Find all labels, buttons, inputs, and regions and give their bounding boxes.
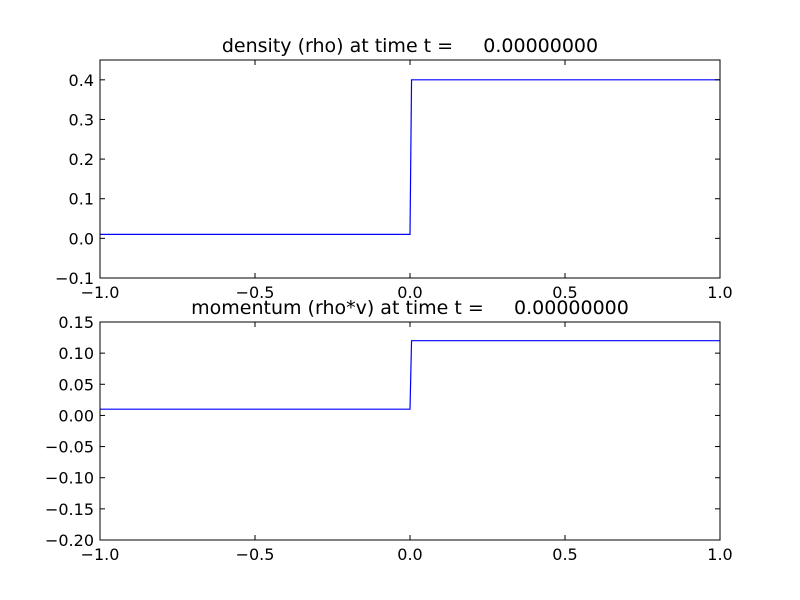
y-tick-label: 0.1 <box>69 190 94 209</box>
y-tick-label: 0.10 <box>58 344 94 363</box>
y-tick-label: 0.0 <box>69 229 94 248</box>
x-tick-label: 0.5 <box>552 283 577 302</box>
x-tick-label: −1.0 <box>81 545 120 564</box>
x-tick-label: 0.0 <box>397 545 422 564</box>
chart-title: momentum (rho*v) at time t = 0.00000000 <box>191 297 629 319</box>
x-tick-label: −1.0 <box>81 283 120 302</box>
x-tick-label: −0.5 <box>236 283 275 302</box>
y-tick-label: 0.4 <box>69 71 94 90</box>
y-tick-label: −0.05 <box>45 438 94 457</box>
y-tick-label: 0.05 <box>58 375 94 394</box>
y-tick-label: 0.00 <box>58 406 94 425</box>
x-tick-label: 1.0 <box>707 545 732 564</box>
series-line-0 <box>100 79 720 235</box>
x-tick-label: 0.5 <box>552 545 577 564</box>
series-line-0 <box>100 340 720 410</box>
chart-panel-0: −1.0 −0.5 0.0 0.5 1.0 −0.1 0.0 0.1 0.2 0.3 0.4 dens… <box>55 35 733 302</box>
y-tick-label: 0.3 <box>69 110 94 129</box>
x-tick-label: 1.0 <box>707 283 732 302</box>
x-tick-label: −0.5 <box>236 545 275 564</box>
y-tick-label: −0.1 <box>55 269 94 288</box>
chart-title: density (rho) at time t = 0.00000000 <box>222 35 598 57</box>
chart-panel-1: −1.0 −0.5 0.0 0.5 1.0 −0.20 −0.15 −0.10 −0.05 0.0… <box>45 297 733 564</box>
y-tick-label: 0.2 <box>69 150 94 169</box>
y-tick-label: −0.20 <box>45 531 94 550</box>
y-tick-label: −0.15 <box>45 500 94 519</box>
y-tick-label: −0.10 <box>45 469 94 488</box>
x-tick-label: 0.0 <box>397 283 422 302</box>
y-tick-label: 0.15 <box>58 313 94 332</box>
